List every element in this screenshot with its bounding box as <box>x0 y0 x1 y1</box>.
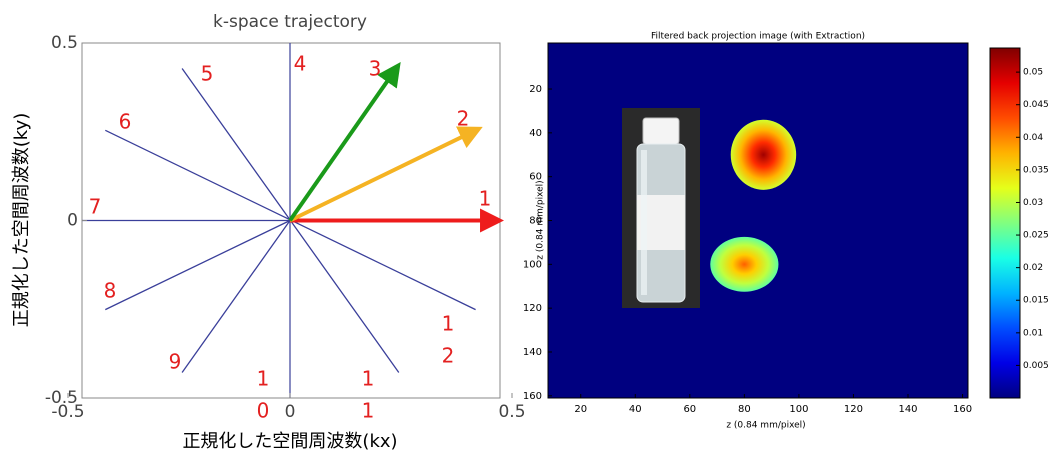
y-tick-label: -0.5 <box>45 388 78 408</box>
colorbar <box>990 48 1020 398</box>
annotation: 5 <box>201 62 214 86</box>
annotation: 0 <box>257 399 270 423</box>
right-x-label: z (0.84 mm/pixel) <box>726 421 805 431</box>
y-tick-label: 0 <box>67 211 78 231</box>
x-tick-label: 0 <box>285 402 296 422</box>
colorbar-tick-label: 0.035 <box>1023 165 1048 175</box>
right-y-label: z (0.84 mm/pixel) <box>536 180 546 259</box>
annotation: 8 <box>104 279 117 303</box>
annotation: 3 <box>369 57 382 81</box>
colorbar-tick-label: 0.02 <box>1023 263 1043 273</box>
annotation: 1 <box>362 399 375 423</box>
left-x-label: 正規化した空間周波数(kx) <box>182 431 397 452</box>
colorbar-tick-label: 0.005 <box>1023 361 1048 371</box>
left-title: k-space trajectory <box>213 12 367 32</box>
annotation: 9 <box>169 350 182 374</box>
colorbar-tick-label: 0.045 <box>1023 100 1048 110</box>
y-tick-label: 160 <box>523 391 542 402</box>
right-title: Filtered back projection image (with Ext… <box>651 32 865 42</box>
y-tick-label: 40 <box>529 128 542 139</box>
heatmap-background <box>548 43 968 398</box>
bottle-photo <box>622 108 700 308</box>
y-tick-label: 0.5 <box>51 33 78 53</box>
y-tick-label: 100 <box>523 259 542 270</box>
colorbar-tick-label: 0.04 <box>1023 133 1043 143</box>
x-tick-label: 0.5 <box>498 402 525 422</box>
y-tick-label: 140 <box>523 347 542 358</box>
blob <box>731 120 796 190</box>
x-tick-label: 60 <box>683 404 696 415</box>
annotation: 7 <box>89 195 102 219</box>
y-tick-label: 20 <box>529 84 542 95</box>
figure: k-space trajectory 正規化した空間周波数(kx) 正規化した空… <box>0 0 1048 454</box>
x-tick-label: 100 <box>789 404 808 415</box>
annotation: 2 <box>457 107 470 131</box>
annotation: 1 <box>257 367 270 391</box>
colorbar-tick-label: 0.05 <box>1023 68 1043 78</box>
colorbar-tick-label: 0.015 <box>1023 296 1048 306</box>
blob <box>710 237 778 292</box>
annotation: 4 <box>294 52 307 76</box>
annotation: 6 <box>119 110 132 134</box>
colorbar-tick-label: 0.025 <box>1023 231 1048 241</box>
x-tick-label: 140 <box>898 404 917 415</box>
x-tick-label: 80 <box>738 404 751 415</box>
x-tick-label: 40 <box>629 404 642 415</box>
left-y-label: 正規化した空間周波数(ky) <box>11 113 32 327</box>
x-tick-label: 160 <box>953 404 972 415</box>
annotation: 1 <box>479 187 492 211</box>
colorbar-tick-label: 0.03 <box>1023 198 1043 208</box>
annotation: 1 <box>362 367 375 391</box>
y-tick-label: 120 <box>523 303 542 314</box>
annotation: 2 <box>442 344 455 368</box>
x-tick-label: 120 <box>844 404 863 415</box>
colorbar-tick-label: 0.01 <box>1023 328 1043 338</box>
annotation: 1 <box>442 312 455 336</box>
page: {"chart_data": [ {"type": "line", "title… <box>0 0 1048 454</box>
x-tick-label: 20 <box>574 404 587 415</box>
